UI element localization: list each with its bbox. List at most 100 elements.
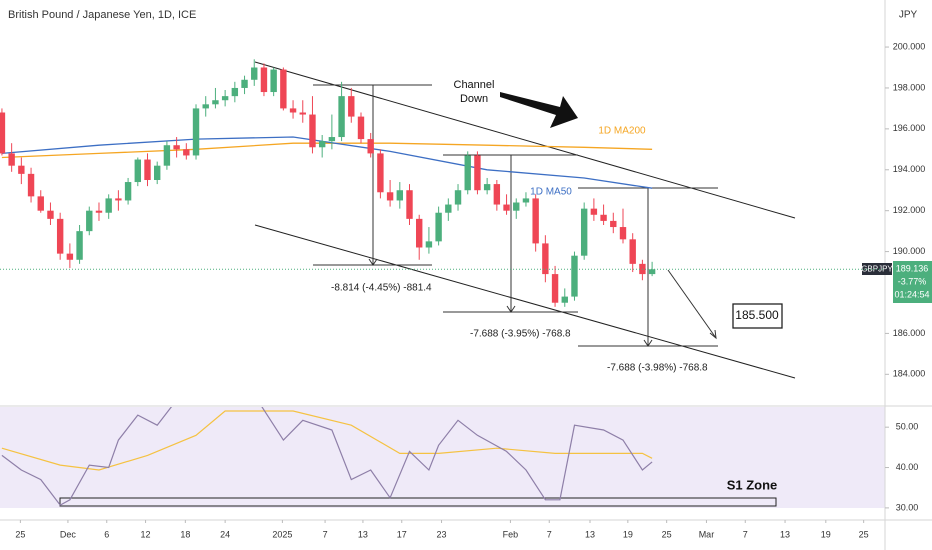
x-tick-label: 7 xyxy=(547,529,552,539)
candle-body xyxy=(309,114,316,148)
chart-title: British Pound / Japanese Yen, 1D, ICE xyxy=(8,9,196,21)
y-tick-label: 194.000 xyxy=(893,164,926,174)
price-pane xyxy=(0,59,656,307)
candle-body xyxy=(280,69,287,109)
candle-body xyxy=(571,255,578,297)
candle-body xyxy=(154,165,161,180)
rsi-pane xyxy=(1,407,653,506)
x-tick-label: Mar xyxy=(699,529,715,539)
candle-body xyxy=(561,296,568,303)
y-tick-label: 198.000 xyxy=(893,82,926,92)
x-tick-label: 18 xyxy=(180,529,190,539)
candle-body xyxy=(105,198,112,213)
candle-body xyxy=(503,204,510,211)
candle-body xyxy=(260,67,268,93)
candle-body xyxy=(328,137,336,142)
candle-body xyxy=(454,190,462,205)
candle-body xyxy=(600,214,607,221)
y-tick-label: 184.000 xyxy=(893,369,926,379)
candle-body xyxy=(396,190,404,201)
candle-body xyxy=(551,274,559,303)
annotation: Channel xyxy=(454,79,495,91)
candle-body xyxy=(95,210,103,213)
measure-label: -7.688 (-3.98%) -768.8 xyxy=(607,363,708,374)
ma-label: 1D MA50 xyxy=(530,187,572,198)
x-tick-label: 17 xyxy=(397,529,407,539)
x-tick-label: 25 xyxy=(662,529,672,539)
candle-body xyxy=(56,218,64,254)
candle-body xyxy=(590,208,598,215)
candle-body xyxy=(202,104,209,109)
candle-body xyxy=(212,100,219,105)
symbol: GBPJPY xyxy=(861,265,893,274)
x-tick-label: 2025 xyxy=(272,529,292,539)
x-tick-label: 6 xyxy=(104,529,109,539)
zone-label: S1 Zone xyxy=(727,477,778,492)
candle-body xyxy=(445,204,452,213)
candle-body xyxy=(299,112,306,115)
rsi-tick-label: 50.00 xyxy=(896,422,919,432)
candle-body xyxy=(18,165,25,174)
candle-body xyxy=(522,198,530,203)
target-label: 185.500 xyxy=(735,308,779,322)
x-tick-label: Dec xyxy=(60,529,77,539)
candle-body xyxy=(474,155,481,191)
candle-body xyxy=(318,141,326,148)
candle-body xyxy=(648,269,656,275)
candle-body xyxy=(27,173,35,197)
candle-body xyxy=(270,69,277,93)
measure-label: -7.688 (-3.95%) -768.8 xyxy=(470,329,571,340)
candle-body xyxy=(493,184,501,205)
candle-body xyxy=(435,212,442,242)
x-tick-label: 23 xyxy=(437,529,447,539)
moving-average xyxy=(1,142,653,159)
candle-body xyxy=(241,79,248,88)
rsi-band xyxy=(0,407,885,508)
candle-body xyxy=(386,192,394,201)
x-tick-label: 24 xyxy=(220,529,230,539)
candle-body xyxy=(377,153,384,193)
annotation: Down xyxy=(460,93,488,105)
candle-body xyxy=(8,153,15,166)
candle-body xyxy=(0,112,6,154)
candle-body xyxy=(47,210,54,219)
candle-body xyxy=(367,139,374,154)
x-tick-label: 7 xyxy=(743,529,748,539)
candle-body xyxy=(610,220,617,228)
currency: JPY xyxy=(899,10,918,21)
candle-body xyxy=(532,198,539,244)
s1-zone xyxy=(59,497,777,507)
candle-body xyxy=(406,190,413,219)
candle-body xyxy=(221,96,229,101)
candle-body xyxy=(483,184,491,191)
rsi-line xyxy=(1,407,653,506)
channel-lower xyxy=(254,224,796,379)
candle-body xyxy=(76,231,83,260)
x-tick-label: 12 xyxy=(141,529,151,539)
channel-upper xyxy=(254,61,796,219)
candle-body xyxy=(144,159,151,180)
candle-body xyxy=(357,116,365,140)
moving-average xyxy=(1,136,653,189)
y-tick-label: 192.000 xyxy=(893,205,926,215)
x-tick-label: 7 xyxy=(323,529,328,539)
candle-body xyxy=(192,108,200,156)
rsi-tick-label: 30.00 xyxy=(896,502,919,512)
candle-body xyxy=(629,239,636,264)
last-change: -3.77% xyxy=(898,276,927,286)
x-tick-label: 13 xyxy=(780,529,790,539)
last-price: 189.136 xyxy=(896,263,929,273)
x-tick-label: Feb xyxy=(503,529,519,539)
x-tick-label: 13 xyxy=(585,529,595,539)
y-tick-label: 200.000 xyxy=(893,41,926,51)
last-price-box xyxy=(893,261,932,303)
rsi-tick-label: 40.00 xyxy=(896,462,919,472)
candle-body xyxy=(338,96,345,138)
candle-body xyxy=(115,198,122,201)
y-tick-label: 190.000 xyxy=(893,246,926,256)
candle-body xyxy=(124,182,132,201)
candle-body xyxy=(163,145,171,166)
x-tick-label: 19 xyxy=(821,529,831,539)
x-tick-label: 19 xyxy=(623,529,633,539)
candle-body xyxy=(86,210,93,232)
